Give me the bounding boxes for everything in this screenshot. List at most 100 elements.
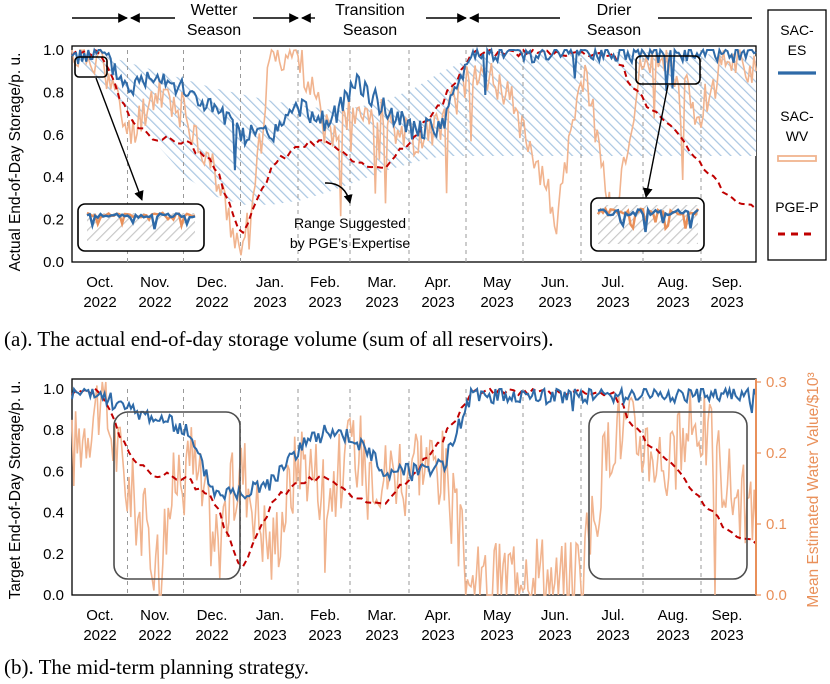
x-tick-year: 2023 [308,294,341,311]
x-tick-year: 2023 [656,294,689,311]
y-tick-label: 0.2 [43,546,64,563]
season-wetter-label: Wetter [191,2,239,19]
x-tick-month: Jun. [541,274,569,291]
x-tick-month: Jun. [541,607,569,624]
x-tick-year: 2023 [710,294,743,311]
y2-tick-label: 0.2 [766,445,787,462]
x-tick-month: Nov. [140,607,170,624]
range-annotation-arrow [324,182,353,204]
y-tick-label: 0.8 [43,84,64,101]
legend-swatch-sac-wv [777,155,817,162]
y-tick-label: 0.2 [43,212,64,229]
x-tick-month: Jan. [256,274,284,291]
y-tick-label: 1.0 [43,381,64,398]
x-tick-month: Mar. [367,607,396,624]
season-drier-label: Drier [597,2,632,19]
panel-a-y-label: Actual End-of-Day Storage/p. u. [7,53,24,272]
zoom-source-box-left [74,56,108,78]
panel-b-y2-ticks: 0.0 0.1 0.2 0.3 [755,374,787,604]
x-tick-month: Feb. [310,607,340,624]
caption-a: (a). The actual end-of-day storage volum… [4,327,554,351]
highlight-box-wetter [113,411,241,580]
y-tick-label: 1.0 [43,42,64,59]
panel-a: 0.0 0.2 0.4 0.6 0.8 1.0 Oct. 2022 Nov. 2022 Dec. 2… [7,42,757,311]
panel-b: 0.0 0.2 0.4 0.6 0.8 1.0 0.0 0.1 0.2 0.3 Oct. 2022… [7,372,822,644]
y-tick-label: 0.0 [43,254,64,271]
series-pge-p-a [71,48,757,235]
x-tick-month: Mar. [367,274,396,291]
x-tick-month: Oct. [86,274,114,291]
caption-b: (b). The mid-term planning strategy. [4,655,309,679]
x-tick-year: 2022 [83,294,116,311]
x-tick-year: 2023 [308,627,341,644]
panel-b-frame [71,378,757,596]
x-tick-year: 2022 [138,627,171,644]
x-tick-year: 2023 [596,627,629,644]
inset-left-series-es [86,212,196,230]
series-sac-wv-b [71,381,757,597]
x-tick-month: Feb. [310,274,340,291]
x-tick-year: 2023 [710,627,743,644]
panel-a-y-ticks: 0.0 0.2 0.4 0.6 0.8 1.0 [43,42,64,271]
y2-tick-label: 0.3 [766,374,787,391]
panel-b-month-gridlines [127,389,702,595]
season-transition-label: Transition [335,2,405,19]
series-sac-es-a [71,46,757,171]
series-sac-es-b [71,385,757,502]
x-tick-month: Sep. [712,607,743,624]
legend-label-sac-es: SAC-ES [780,22,814,58]
x-tick-month: Sep. [712,274,743,291]
series-pge-p-b [71,387,757,569]
x-tick-year: 2023 [480,294,513,311]
inset-left [77,203,205,252]
x-tick-year: 2023 [538,627,571,644]
x-tick-month: Apr. [425,274,452,291]
x-tick-month: Dec. [197,274,228,291]
x-tick-month: Jul. [601,274,624,291]
x-tick-year: 2023 [365,294,398,311]
x-tick-year: 2022 [195,294,228,311]
panel-b-y-ticks: 0.0 0.2 0.4 0.6 0.8 1.0 [43,381,64,604]
x-tick-month: Dec. [197,607,228,624]
x-tick-year: 2023 [365,627,398,644]
highlight-box-drier [588,411,748,580]
panel-b-y2-label: Mean Estimated Water Value/$10³ [805,372,822,607]
y-tick-label: 0.6 [43,127,64,144]
range-annotation-line2: by PGE’s Expertise [290,235,411,251]
x-tick-month: May [483,607,512,624]
x-tick-month: Jul. [601,607,624,624]
legend-label-pge-p: PGE-P [775,199,819,215]
x-tick-year: 2023 [656,627,689,644]
x-tick-year: 2023 [421,294,454,311]
x-tick-year: 2022 [195,627,228,644]
zoom-source-box-right [635,55,701,85]
zoom-arrow-left [95,77,144,201]
range-annotation-line1: Range Suggested [294,215,406,231]
x-tick-month: Jan. [256,607,284,624]
x-tick-month: Aug. [658,607,689,624]
y2-tick-label: 0.1 [766,516,787,533]
x-tick-month: Nov. [140,274,170,291]
x-tick-year: 2023 [253,294,286,311]
y-tick-label: 0.6 [43,463,64,480]
x-tick-year: 2023 [421,627,454,644]
x-tick-month: Aug. [658,274,689,291]
panel-b-y-label: Target End-of-Day Storage/p. u. [7,381,24,600]
zoom-arrow-right [642,84,669,198]
series-sac-wv-a [71,47,757,256]
x-tick-month: Apr. [425,607,452,624]
y-tick-label: 0.0 [43,587,64,604]
season-transition-label-2: Season [343,22,397,39]
inset-right [590,197,705,252]
y-tick-label: 0.8 [43,422,64,439]
x-tick-month: Oct. [86,607,114,624]
y-tick-label: 0.4 [43,505,64,522]
x-tick-year: 2023 [480,627,513,644]
x-tick-year: 2023 [253,627,286,644]
y-tick-label: 0.4 [43,169,64,186]
panel-b-x-ticks: Oct. 2022 Nov. 2022 Dec. 2022 Jan. 2023 Feb. 2023… [83,607,743,644]
inset-right-series-es [597,205,699,233]
season-wetter-label-2: Season [187,22,241,39]
season-drier-label-2: Season [587,22,641,39]
